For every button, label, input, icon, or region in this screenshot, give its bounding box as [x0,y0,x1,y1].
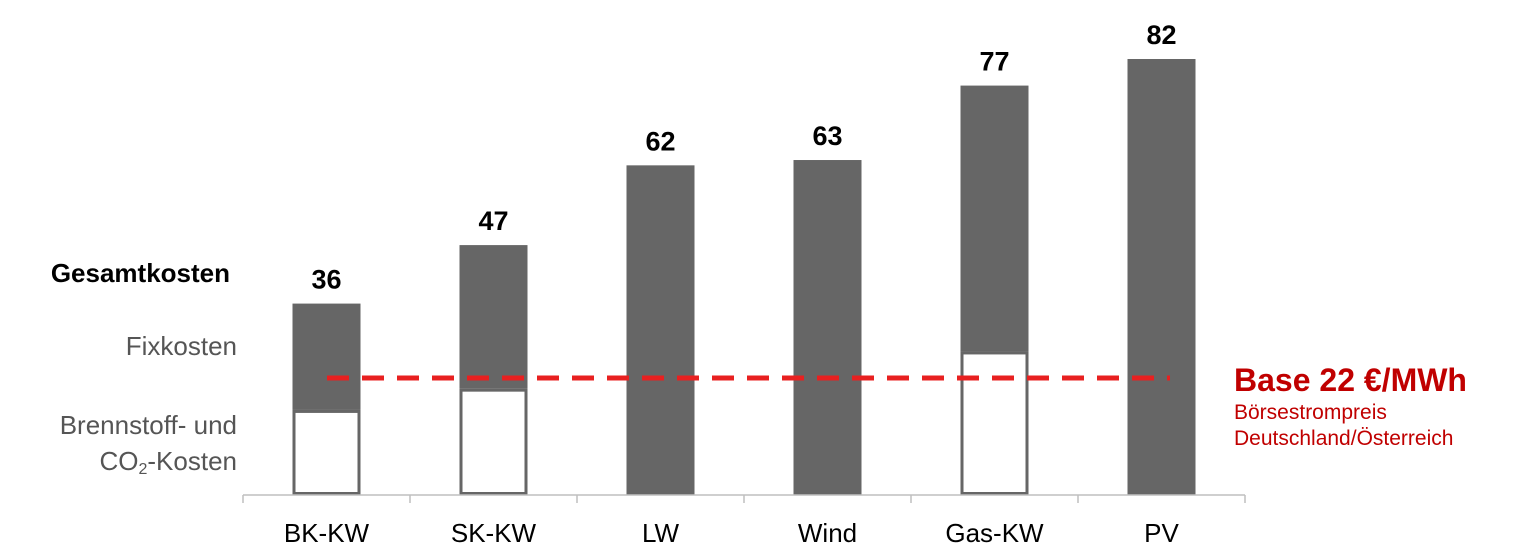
bar-variable-4 [960,351,1029,495]
legend-fuel-kosten-text: -Kosten [147,446,237,476]
x-tick-label-1: SK-KW [451,518,537,548]
bar-variable-0 [292,409,361,495]
legend-fuel-co-text: CO [99,446,139,476]
bar-fixed-1 [459,245,528,389]
bar-fixed-4 [960,85,1029,352]
x-tick-label-0: BK-KW [284,518,370,548]
data-label-4: 77 [979,47,1009,77]
data-label-3: 63 [812,121,842,151]
legend-fuel-line-1: Brennstoff- und [59,410,237,440]
x-tick-label-4: Gas-KW [945,518,1044,548]
reference-line-sublabel-2: Deutschland/Österreich [1234,427,1454,450]
reference-line-sublabel-1: Börsestrompreis [1234,401,1387,424]
legend-fuel-line-2: CO2-Kosten [60,443,237,488]
data-label-2: 62 [645,126,675,156]
bar-fixed-5 [1127,59,1196,495]
bar-fixed-2 [626,165,695,495]
reference-line-annotation: Base 22 €/MWh Börsestrompreis Deutschlan… [1234,360,1467,452]
bar-variable-1 [459,388,528,495]
legend-fixed-costs-label: Fixkosten [125,331,237,361]
x-tick-label-2: LW [642,518,680,548]
reference-line-label: Base 22 €/MWh [1234,362,1467,398]
bar-fixed-0 [292,303,361,410]
bar-fixed-3 [793,160,862,495]
legend-total-costs-label: Gesamtkosten [50,258,230,288]
data-label-5: 82 [1146,20,1176,50]
x-tick-label-5: PV [1144,518,1179,548]
x-tick-label-3: Wind [798,518,857,548]
data-label-0: 36 [311,265,341,295]
data-label-1: 47 [478,206,508,236]
legend-fuel-subscript: 2 [138,461,148,478]
legend-fuel-co2-costs-label: Brennstoff- und CO2-Kosten [60,407,237,488]
